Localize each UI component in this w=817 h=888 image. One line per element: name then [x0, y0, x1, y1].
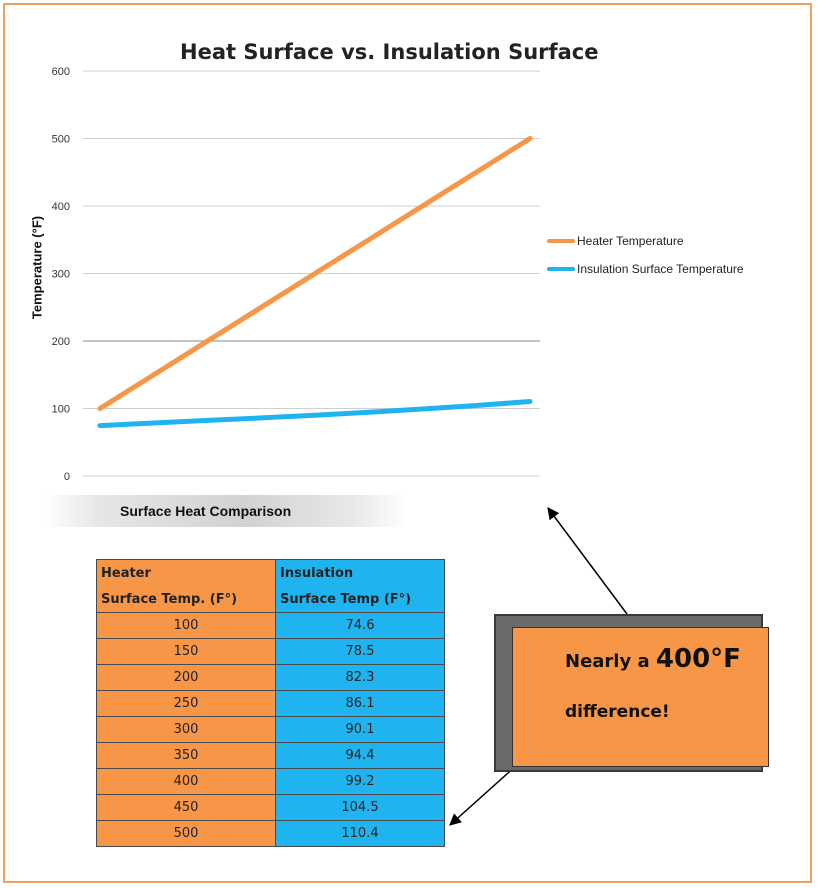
callout-line-2: difference!: [565, 702, 670, 722]
heater-temp-cell: 400: [96, 768, 276, 795]
insulation-temp-cell: 74.6: [275, 612, 445, 639]
table-row: 300 90.1: [96, 716, 445, 743]
legend-swatch-insulation: [547, 267, 575, 271]
callout-prefix: Nearly a: [565, 651, 656, 672]
series-line-insulation: [97, 399, 533, 429]
heater-temp-cell: 350: [96, 742, 276, 769]
y-tick-label: 100: [52, 404, 70, 416]
insulation-temp-cell: 94.4: [275, 742, 445, 769]
heater-temp-cell: 200: [96, 664, 276, 691]
table-row: 350 94.4: [96, 742, 445, 769]
legend-item-heater: Heater Temperature: [547, 234, 684, 248]
insulation-temp-cell: 104.5: [275, 794, 445, 821]
y-tick-label: 600: [52, 66, 70, 78]
y-axis-label: Temperature (°F): [29, 215, 45, 320]
callout-box: Nearly a 400°F difference!: [512, 627, 769, 767]
table-header-row: Surface Temp. (F°) Surface Temp (F°): [96, 586, 445, 613]
heater-temp-cell: 250: [96, 690, 276, 717]
chart-title: Heat Surface vs. Insulation Surface: [180, 40, 599, 64]
heater-temp-cell: 100: [96, 612, 276, 639]
heater-temp-cell: 500: [96, 820, 276, 847]
callout-emphasis: 400°F: [655, 644, 741, 674]
chart-caption: Surface Heat Comparison: [120, 503, 292, 519]
table-header-row: Heater Insulation: [96, 559, 445, 586]
insulation-temp-cell: 110.4: [275, 820, 445, 847]
table-row: 500 110.4: [96, 820, 445, 847]
header-insulation-line2: Surface Temp (F°): [275, 586, 445, 613]
heater-temp-cell: 150: [96, 638, 276, 665]
table-row: 400 99.2: [96, 768, 445, 795]
insulation-temp-cell: 82.3: [275, 664, 445, 691]
temperature-table: Heater Insulation Surface Temp. (F°) Sur…: [96, 559, 445, 847]
table-row: 450 104.5: [96, 794, 445, 821]
legend-label-insulation: Insulation Surface Temperature: [577, 262, 744, 276]
insulation-temp-cell: 78.5: [275, 638, 445, 665]
insulation-temp-cell: 86.1: [275, 690, 445, 717]
y-tick-label: 200: [52, 336, 70, 348]
y-tick-label: 300: [52, 269, 70, 281]
table-row: 200 82.3: [96, 664, 445, 691]
callout-arrows: [449, 507, 628, 826]
table-row: 150 78.5: [96, 638, 445, 665]
y-axis-ticks: 0 100 200 300 400 500 600: [52, 66, 70, 483]
caption-bar: [45, 495, 407, 527]
legend-swatch-heater: [547, 239, 575, 243]
y-tick-label: 400: [52, 201, 70, 213]
callout-line-1: Nearly a 400°F: [565, 644, 741, 674]
insulation-temp-cell: 90.1: [275, 716, 445, 743]
header-insulation-line1: Insulation: [275, 559, 445, 586]
page-frame: [3, 3, 812, 883]
heater-temp-cell: 450: [96, 794, 276, 821]
insulation-temp-cell: 99.2: [275, 768, 445, 795]
table-row: 100 74.6: [96, 612, 445, 639]
heater-temp-cell: 300: [96, 716, 276, 743]
series-lines: [97, 136, 533, 429]
arrow-to-chart: [547, 507, 628, 615]
legend-item-insulation: Insulation Surface Temperature: [547, 262, 744, 276]
y-tick-label: 500: [52, 134, 70, 146]
legend-label-heater: Heater Temperature: [577, 234, 684, 248]
y-tick-label: 0: [64, 471, 70, 483]
series-line-heater: [97, 136, 533, 411]
header-heater-line1: Heater: [96, 559, 276, 586]
header-heater-line2: Surface Temp. (F°): [96, 586, 276, 613]
arrow-to-table: [449, 764, 518, 826]
table-row: 250 86.1: [96, 690, 445, 717]
